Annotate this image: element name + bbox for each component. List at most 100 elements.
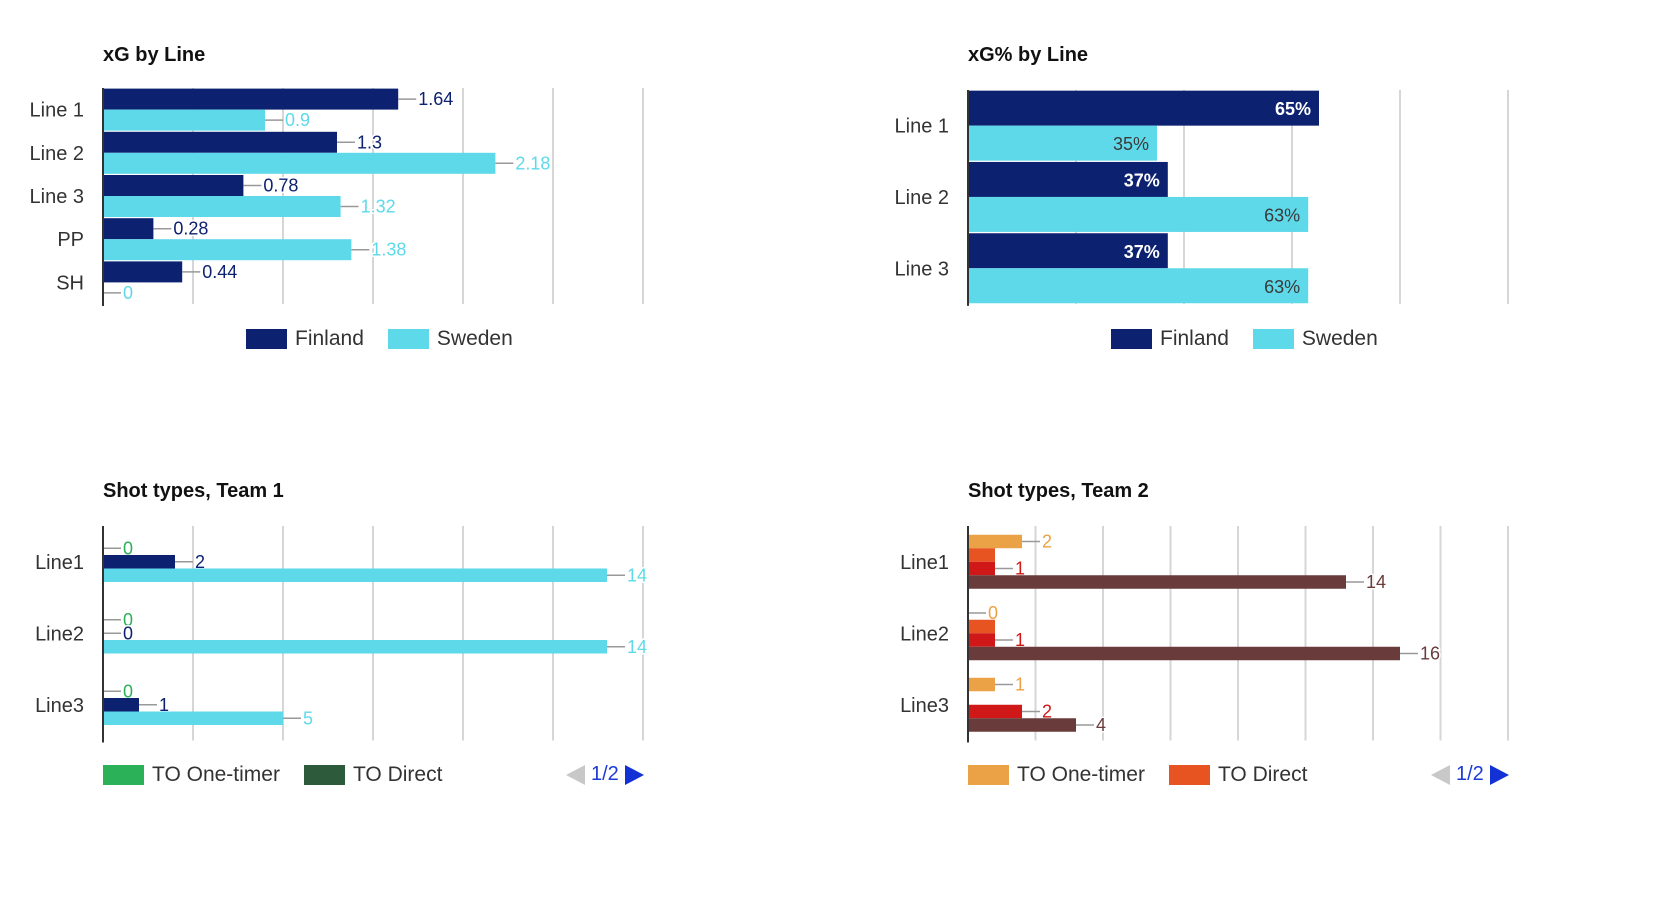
data-label: 2 (1042, 532, 1052, 552)
legend-swatch (1252, 329, 1294, 349)
data-label: 4 (1096, 715, 1106, 735)
data-label: 14 (1366, 572, 1386, 592)
data-label: 1 (1015, 675, 1025, 695)
category-label: Line 1 (895, 116, 950, 138)
chart-legend: Finland Sweden (246, 327, 537, 351)
legend-item[interactable]: TO Direct (303, 763, 443, 787)
data-label: 0 (123, 681, 133, 701)
data-label: 1 (1015, 630, 1025, 650)
category-label: Line 2 (895, 187, 950, 209)
prev-page-arrow-icon[interactable] (566, 764, 585, 785)
legend-item[interactable]: Sweden (387, 327, 513, 351)
bar (103, 175, 244, 196)
chart-xg-by-line: xG by Line Line 1 1.64 0.9 Line 2 1.3 2.18 Lin… (0, 0, 829, 440)
data-label: 35% (1113, 134, 1149, 154)
data-label: 0 (123, 610, 133, 630)
bar (968, 90, 1319, 126)
data-label: 37% (1124, 170, 1160, 190)
data-label: 1.38 (371, 240, 406, 260)
legend-item[interactable]: Finland (1111, 327, 1229, 351)
bar (103, 218, 154, 240)
bar (103, 109, 265, 131)
chart-plot: Line 1 1.64 0.9 Line 2 1.3 2.18 Line 3 0.78 1.32… (30, 88, 644, 306)
data-label: 5 (303, 708, 313, 728)
legend-swatch (246, 329, 287, 349)
category-label: Line1 (900, 552, 949, 574)
category-label: Line3 (35, 695, 84, 717)
bar (968, 548, 995, 562)
data-label: 0 (123, 283, 133, 303)
data-label: 37% (1124, 242, 1160, 262)
chart-title: Shot types, Team 2 (968, 480, 1149, 502)
data-label: 2 (1042, 702, 1052, 722)
bar (103, 131, 337, 153)
data-label: 14 (627, 565, 647, 585)
bar (968, 233, 1168, 269)
bar (103, 711, 283, 725)
legend-item[interactable]: TO Direct (1168, 763, 1308, 787)
legend-item[interactable]: Finland (246, 327, 364, 351)
category-label: Line2 (900, 623, 949, 645)
next-page-arrow-icon[interactable] (1489, 764, 1509, 785)
bar (968, 125, 1157, 161)
bar (103, 88, 399, 110)
next-page-arrow-icon[interactable] (624, 764, 644, 785)
legend-item[interactable]: Sweden (1252, 327, 1378, 351)
legend-label: TO Direct (1217, 763, 1308, 786)
legend-label: Finland (1160, 327, 1229, 350)
prev-page-arrow-icon[interactable] (1431, 764, 1450, 785)
legend-swatch (1111, 329, 1152, 349)
legend-label: Finland (295, 327, 364, 350)
legend-label: TO One-timer (1017, 763, 1145, 786)
chart-xg-pct-by-line: xG% by Line Line 1 65% 35% Line 2 37% 63% Line… (829, 0, 1658, 440)
data-label: 1.32 (361, 197, 396, 217)
legend-pager: 1/2 (566, 763, 644, 786)
data-label: 1.3 (357, 132, 382, 152)
bar (968, 161, 1168, 197)
pager-text: 1/2 (591, 763, 619, 785)
pager-text: 1/2 (1456, 763, 1484, 785)
chart-title: Shot types, Team 1 (103, 480, 284, 502)
legend-label: TO Direct (352, 763, 443, 786)
data-label: 16 (1420, 644, 1440, 664)
chart-shot-types-team-1: Shot types, Team 1 Line1 0 2 14 Line2 0 0 14 Lin… (0, 440, 829, 902)
bar (968, 561, 995, 576)
legend-item[interactable]: TO One-timer (968, 763, 1145, 787)
bar (968, 196, 1309, 232)
bar (103, 152, 496, 174)
bar (103, 698, 139, 712)
legend-pager: 1/2 (1431, 763, 1509, 786)
bar (968, 646, 1400, 661)
bar (968, 268, 1309, 304)
bar (968, 575, 1346, 589)
data-label: 2.18 (515, 153, 550, 173)
legend-swatch (1168, 765, 1210, 785)
category-label: PP (57, 229, 84, 251)
category-label: Line1 (35, 552, 84, 574)
bar (103, 239, 352, 261)
bar (103, 640, 607, 654)
chart-legend: TO One-timer TO Direct (968, 763, 1331, 787)
data-label: 63% (1264, 277, 1300, 297)
data-label: 2 (195, 552, 205, 572)
category-label: SH (56, 272, 84, 294)
legend-item[interactable]: TO One-timer (103, 763, 280, 787)
bar (103, 555, 175, 569)
bar (968, 718, 1076, 732)
chart-plot: Line 1 65% 35% Line 2 37% 63% Line 3 37% 63% (895, 90, 1509, 306)
legend-label: Sweden (1301, 327, 1378, 350)
data-label: 1 (159, 695, 169, 715)
category-label: Line2 (35, 623, 84, 645)
data-label: 0 (123, 538, 133, 558)
chart-legend: TO One-timer TO Direct (103, 763, 466, 787)
bar (968, 633, 995, 647)
category-label: Line3 (900, 695, 949, 717)
data-label: 1.64 (418, 89, 453, 109)
data-label: 0.78 (263, 176, 298, 196)
data-label: 65% (1275, 99, 1311, 119)
legend-swatch (303, 765, 345, 785)
legend-swatch (103, 765, 144, 785)
category-label: Line 2 (30, 143, 85, 165)
chart-title: xG% by Line (968, 44, 1089, 66)
